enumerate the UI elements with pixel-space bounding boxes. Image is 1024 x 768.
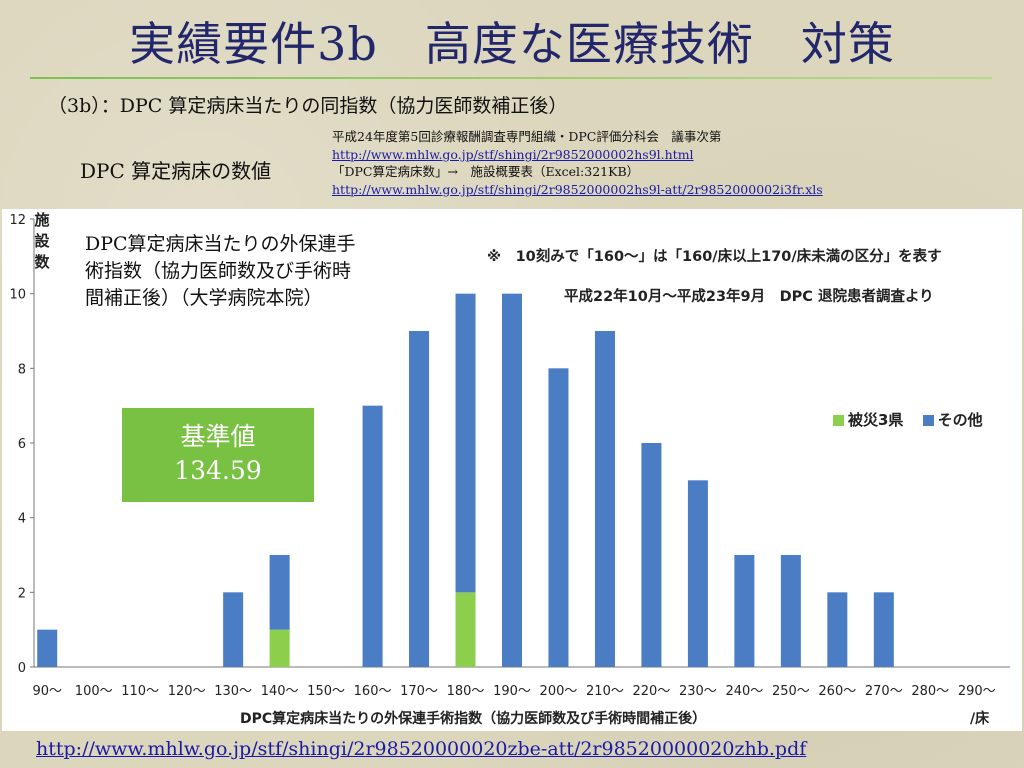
x-tick-label: 180～ [447, 684, 485, 699]
bar-segment [594, 331, 615, 667]
slide-title: 実績要件3b 高度な医療技術 対策 [129, 17, 895, 71]
x-tick-label: 230～ [679, 684, 717, 699]
x-tick-label: 280～ [911, 684, 949, 699]
chart-title-line: 間補正後）（大学病院本院） [85, 287, 323, 309]
bar-segment [269, 629, 290, 667]
bar-chart: 0 2 4 6 8 10 12 施設数 90～ 100～ 110～ 120～ 130～ 140～ 150～ 1… [9, 211, 1010, 727]
y-tick-label: 12 [9, 213, 26, 228]
legend-item: 被災3県 [833, 409, 903, 430]
reference-value-box: 基準値 134.59 [122, 408, 314, 502]
reference-label: 基準値 [180, 422, 256, 451]
chart-note-period: 平成22年10月～平成23年9月 DPC 退院患者調査より [564, 289, 934, 305]
title-divider [30, 77, 992, 79]
bar-segment [362, 405, 383, 667]
x-tick-label: 240～ [725, 684, 763, 699]
x-tick-label: 160～ [354, 684, 392, 699]
bar-segment [455, 592, 476, 667]
x-axis-title: DPC算定病床当たりの外保連手術指数（協力医師数及び手術時間補正後） [240, 710, 706, 727]
legend-label: その他 [937, 411, 983, 429]
legend-swatch [833, 415, 844, 426]
x-tick-label: 140～ [261, 684, 299, 699]
bar-segment [873, 592, 894, 667]
x-tick-label: 200～ [540, 684, 578, 699]
bar-segment [780, 555, 801, 667]
y-tick-label: 8 [18, 362, 26, 377]
x-tick-label: 100～ [75, 684, 113, 699]
bar-segment [548, 368, 569, 667]
chart-panel: 0 2 4 6 8 10 12 施設数 90～ 100～ 110～ 120～ 130～ 140～ 150～ 1… [2, 209, 1022, 731]
chart-title: DPC算定病床当たりの外保連手 術指数（協力医師数及び手術時 間補正後）（大学病… [85, 231, 435, 312]
x-tick-label: 260～ [818, 684, 856, 699]
chart-note-bins: ※ 10刻みで「160～」は「160/床以上170/床未満の区分」を表す [487, 249, 942, 265]
bar-segment [455, 293, 476, 593]
source-file-text: 「DPC算定病床数」→ 施設概要表（Excel:321KB） [332, 164, 640, 179]
y-tick-label: 6 [18, 437, 26, 452]
reference-value: 134.59 [174, 456, 262, 485]
y-tick-label: 4 [18, 512, 26, 527]
legend-item: その他 [922, 409, 983, 430]
y-tick-label: 2 [18, 586, 26, 601]
x-tick-label: 90～ [32, 684, 62, 699]
x-tick-label: 220～ [633, 684, 671, 699]
x-tick-label: 250～ [772, 684, 810, 699]
bar-segment [269, 555, 290, 630]
x-tick-label: 110～ [121, 684, 159, 699]
bar-segment [223, 592, 244, 667]
x-tick-label: 130～ [214, 684, 252, 699]
slide-subtitle: （3b）：DPC 算定病床当たりの同指数（協力医師数補正後） [48, 95, 568, 117]
footer-source-link[interactable]: http://www.mhlw.go.jp/stf/shingi/2r98520… [36, 738, 807, 760]
bar-segment [502, 293, 522, 667]
dpc-beds-label: DPC 算定病床の数値 [80, 159, 272, 183]
bar-segment [409, 331, 430, 667]
source-link-excel[interactable]: http://www.mhlw.go.jp/stf/shingi/2r98520… [332, 181, 823, 197]
chart-title-line: DPC算定病床当たりの外保連手 [85, 233, 356, 255]
y-axis-title-char: 設 [34, 232, 50, 250]
bar-segment [37, 629, 58, 667]
source-meeting-text: 平成24年度第5回診療報酬調査専門組織・DPC評価分科会 議事次第 [332, 129, 722, 144]
bar-segment [827, 592, 848, 667]
y-axis-title-char: 施 [34, 211, 49, 229]
x-tick-label: 210～ [586, 684, 624, 699]
x-tick-label: 270～ [865, 684, 903, 699]
y-axis-title-char: 数 [34, 253, 50, 271]
bar-segment [687, 480, 708, 667]
x-tick-label: 290～ [958, 684, 996, 699]
x-tick-label: 120～ [168, 684, 206, 699]
legend-label: 被災3県 [848, 411, 904, 429]
x-axis-unit: /床 [970, 710, 990, 727]
x-tick-label: 150～ [307, 684, 345, 699]
x-tick-label: 190～ [493, 684, 531, 699]
chart-legend: 被災3県 その他 [833, 409, 997, 430]
legend-swatch [922, 415, 934, 426]
source-references: 平成24年度第5回診療報酬調査専門組織・DPC評価分科会 議事次第 http:/… [332, 128, 823, 198]
chart-title-line: 術指数（協力医師数及び手術時 [85, 260, 352, 282]
source-link-meeting[interactable]: http://www.mhlw.go.jp/stf/shingi/2r98520… [332, 146, 694, 162]
x-tick-label: 170～ [400, 684, 438, 699]
y-tick-label: 0 [18, 661, 26, 676]
bar-segment [641, 443, 662, 667]
bar-segment [734, 555, 755, 667]
y-tick-label: 10 [9, 288, 26, 303]
